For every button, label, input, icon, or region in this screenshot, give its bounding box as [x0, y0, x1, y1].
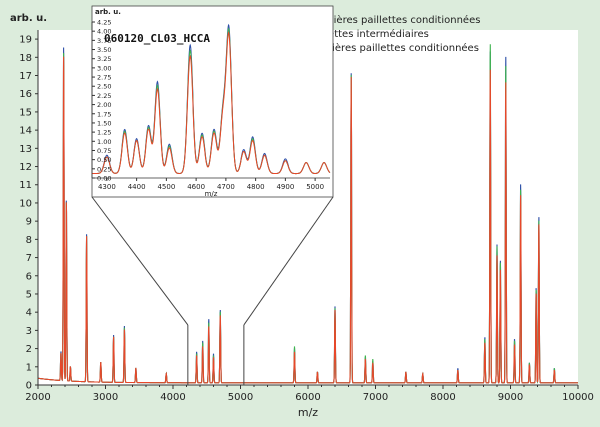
x-tick-label: 7000	[363, 392, 388, 403]
y-tick-label: 19	[19, 35, 32, 46]
y-tick-label: 11	[19, 180, 32, 191]
y-tick-label: 13	[19, 144, 32, 155]
inset-y-tick-label: 2.00	[97, 101, 111, 109]
inset-y-tick-label: 3.25	[97, 55, 111, 63]
y-tick-label: 3	[26, 326, 32, 337]
legend-label-3: Dernières paillettes conditionnées	[308, 42, 479, 54]
x-tick-label: 3000	[93, 392, 118, 403]
y-tick-label: 12	[19, 162, 32, 173]
zoom-connector-right	[243, 196, 334, 326]
inset-y-tick-label: 0.50	[97, 156, 111, 164]
inset-x-tick-label: 5000	[306, 183, 324, 191]
inset-x-tick-label: 4500	[157, 183, 175, 191]
y-tick-label: 5	[26, 289, 32, 300]
y-tick-label: 14	[19, 126, 32, 137]
y-tick-label: 18	[19, 53, 32, 64]
x-tick-label: 4000	[160, 392, 185, 403]
y-tick-label: 0	[26, 381, 32, 392]
y-tick-label: 17	[19, 71, 32, 82]
inset-y-tick-label: 1.00	[97, 138, 111, 146]
x-tick-label: 9000	[498, 392, 523, 403]
inset-title: 060120_CL03_HCCA	[104, 32, 210, 45]
inset-y-tick-label: 4.25	[97, 19, 111, 27]
zoom-connector-left	[91, 196, 189, 326]
y-tick-label: 1	[26, 362, 32, 373]
inset-x-tick-label: 4600	[187, 183, 205, 191]
inset-y-tick-label: 1.75	[97, 110, 111, 118]
x-tick-label: 8000	[430, 392, 455, 403]
inset-x-tick-label: 4900	[276, 183, 294, 191]
inset-y-tick-label: 0.25	[97, 165, 111, 173]
x-tick-label: 6000	[295, 392, 320, 403]
x-tick-label: 5000	[228, 392, 253, 403]
y-tick-label: 4	[26, 308, 32, 319]
inset-x-axis-label: m/z	[205, 190, 218, 198]
inset-x-tick-label: 4800	[247, 183, 265, 191]
inset-x-tick-label: 4400	[128, 183, 146, 191]
y-tick-label: 16	[19, 89, 32, 100]
x-axis-label: m/z	[298, 406, 318, 419]
legend-label-1: Premières paillettes conditionnées	[308, 14, 480, 26]
x-tick-label: 2000	[25, 392, 50, 403]
inset-y-axis-label: arb. u.	[95, 8, 121, 16]
series-line-1	[38, 56, 578, 384]
x-tick-label: 10000	[562, 392, 594, 403]
y-tick-label: 2	[26, 344, 32, 355]
legend-label-2: Paillettes intermédiaires	[308, 28, 429, 40]
y-tick-label: 6	[26, 271, 32, 282]
y-tick-label: 15	[19, 107, 32, 118]
inset-y-tick-label: 2.50	[97, 83, 111, 91]
inset-y-tick-label: 0.75	[97, 147, 111, 155]
inset-y-tick-label: 3.00	[97, 64, 111, 72]
inset-y-tick-label: 3.75	[97, 37, 111, 45]
inset-y-tick-label: 1.25	[97, 129, 111, 137]
inset-y-tick-label: 3.50	[97, 46, 111, 54]
y-tick-label: 9	[26, 217, 32, 228]
inset-y-tick-label: 1.50	[97, 119, 111, 127]
y-tick-label: 8	[26, 235, 32, 246]
inset-x-tick-label: 4700	[217, 183, 235, 191]
y-axis-label: arb. u.	[10, 13, 47, 24]
inset-y-tick-label: 2.75	[97, 74, 111, 82]
inset-y-tick-label: 4.00	[97, 28, 111, 36]
y-tick-label: 10	[19, 198, 32, 209]
inset-series-line-1	[92, 31, 331, 175]
y-tick-label: 7	[26, 253, 32, 264]
inset-x-tick-label: 4300	[98, 183, 116, 191]
inset-y-tick-label: 2.25	[97, 92, 111, 100]
inset-y-tick-label: 0.00	[97, 175, 111, 183]
